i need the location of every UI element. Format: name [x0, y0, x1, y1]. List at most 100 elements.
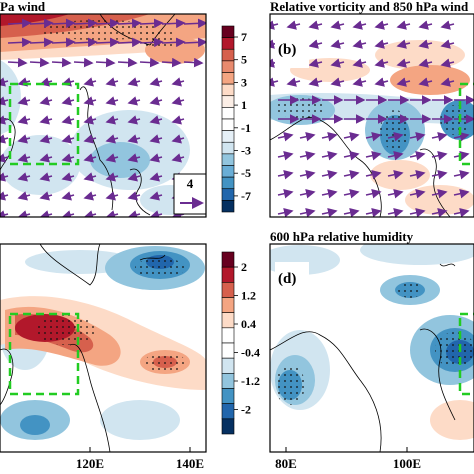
- colorbar-segment-9: [221, 130, 235, 143]
- wind-arrow-75: [343, 169, 360, 180]
- colorbar-segment-2: [221, 48, 235, 62]
- wind-arrow-37: [17, 96, 31, 106]
- wind-arrow-12: [73, 37, 98, 48]
- wind-arrow-90: [277, 207, 294, 217]
- wind-arrow-34: [418, 77, 433, 87]
- x-tick-label: 120E: [76, 456, 104, 471]
- x-tick-label: 80E: [275, 456, 297, 471]
- wind-arrow-28: [17, 77, 31, 87]
- panel-a: 4 Pa wind: [0, 0, 207, 218]
- wind-arrow-56: [321, 131, 338, 142]
- wind-arrow-59: [105, 134, 119, 144]
- wind-arrow-14: [374, 39, 389, 49]
- x-tick-label: 140E: [176, 456, 204, 471]
- wind-arrow-2: [51, 18, 76, 29]
- wind-arrow-85: [83, 191, 97, 201]
- wind-arrow-97: [431, 207, 448, 217]
- wind-arrow-82: [299, 188, 316, 199]
- wind-arrow-68: [105, 153, 119, 163]
- wind-arrow-63: [0, 153, 9, 163]
- wind-arrow-74: [321, 169, 338, 180]
- colorbar-segment-1: [221, 37, 235, 50]
- wind-arrow-22: [352, 58, 367, 68]
- wind-arrow-88: [149, 191, 163, 201]
- region-box-c: [8, 312, 80, 396]
- colorbar-segment-10: [221, 141, 235, 155]
- wind-arrow-11: [51, 37, 76, 48]
- colorbar-top: 7 5 3 1 -1 -3 -5 -7: [221, 25, 251, 213]
- wind-arrow-32: [374, 77, 389, 87]
- wind-arrow-8: [183, 18, 206, 29]
- wind-arrow-8: [440, 20, 455, 30]
- wind-arrow-93: [343, 207, 360, 217]
- wind-arrow-18: [7, 57, 28, 68]
- colorbar-segment-4: [221, 312, 235, 329]
- wind-arrow-49: [83, 115, 97, 125]
- wind-arrow-21: [330, 58, 345, 68]
- reference-vector-label: 4: [187, 176, 194, 191]
- wind-arrow-94: [365, 207, 382, 217]
- wind-arrow-69: [409, 150, 426, 161]
- wind-arrow-40: [83, 96, 97, 106]
- wind-arrow-36: [0, 96, 9, 106]
- wind-arrow-67: [365, 150, 382, 161]
- wind-arrow-78: [127, 172, 141, 182]
- wind-arrow-47: [39, 115, 53, 125]
- wind-arrow-48: [61, 115, 75, 125]
- colorbar-bottom: 2 1.2 0.4 -0.4 -1.2 -2: [221, 251, 260, 435]
- wind-arrow-46: [17, 115, 31, 125]
- wind-arrow-7: [161, 18, 186, 29]
- colorbar-label: 0.4: [241, 317, 256, 331]
- colorbar-label: 1: [241, 98, 247, 112]
- wind-arrow-96: [409, 207, 426, 217]
- colorbar-segment-6: [221, 95, 235, 108]
- wind-arrow-52: [149, 115, 163, 125]
- wind-arrow-17: [183, 37, 206, 48]
- wind-arrow-65: [39, 153, 53, 163]
- wind-arrow-21: [73, 57, 94, 68]
- panel-d-title: 600 hPa relative humidity: [270, 229, 414, 244]
- wind-arrow-39: [61, 96, 75, 106]
- panel-b-label: (b): [278, 42, 296, 58]
- wind-arrow-0: [7, 18, 32, 29]
- wind-arrow-62: [453, 131, 470, 142]
- wind-arrow-58: [365, 131, 382, 142]
- wind-arrow-89: [453, 188, 470, 199]
- wind-arrow-57: [61, 134, 75, 144]
- wind-arrow-83: [39, 191, 53, 201]
- panel-b: (b) Relative vorticity and 850 hPa wind: [269, 0, 474, 218]
- wind-arrow-24: [139, 57, 160, 68]
- wind-arrow-61: [149, 134, 163, 144]
- wind-arrow-24: [396, 58, 411, 68]
- wind-arrow-20: [308, 58, 323, 68]
- wind-arrow-32: [105, 77, 119, 87]
- wind-arrow-25: [418, 58, 433, 68]
- wind-arrow-70: [431, 150, 448, 161]
- colorbar-label: -7: [241, 189, 251, 203]
- colorbar-segment-10: [221, 403, 235, 420]
- colorbar-label: -2: [241, 403, 251, 417]
- wind-arrow-19: [29, 57, 50, 68]
- wind-arrow-29: [308, 77, 323, 87]
- wind-arrow-5: [117, 18, 142, 29]
- x-tick-label: 100E: [393, 456, 421, 471]
- wind-arrow-25: [161, 57, 182, 68]
- wind-arrow-64: [299, 150, 316, 161]
- wind-arrow-33: [396, 77, 411, 87]
- wind-arrow-6: [396, 20, 411, 30]
- wind-arrow-4: [352, 20, 367, 30]
- wind-arrow-59: [387, 131, 404, 142]
- colorbar-segment-3: [221, 60, 235, 73]
- wind-arrow-34: [149, 77, 163, 87]
- wind-arrow-77: [105, 172, 119, 182]
- wind-arrow-3: [330, 20, 345, 30]
- wind-arrow-71: [171, 153, 185, 163]
- wind-arrow-27: [270, 77, 279, 87]
- wind-arrow-62: [171, 134, 185, 144]
- colorbar-segment-0: [221, 25, 235, 38]
- reference-vector-box: [173, 173, 206, 215]
- wind-arrow-73: [299, 169, 316, 180]
- wind-arrow-73: [17, 172, 31, 182]
- wind-arrow-20: [51, 57, 72, 68]
